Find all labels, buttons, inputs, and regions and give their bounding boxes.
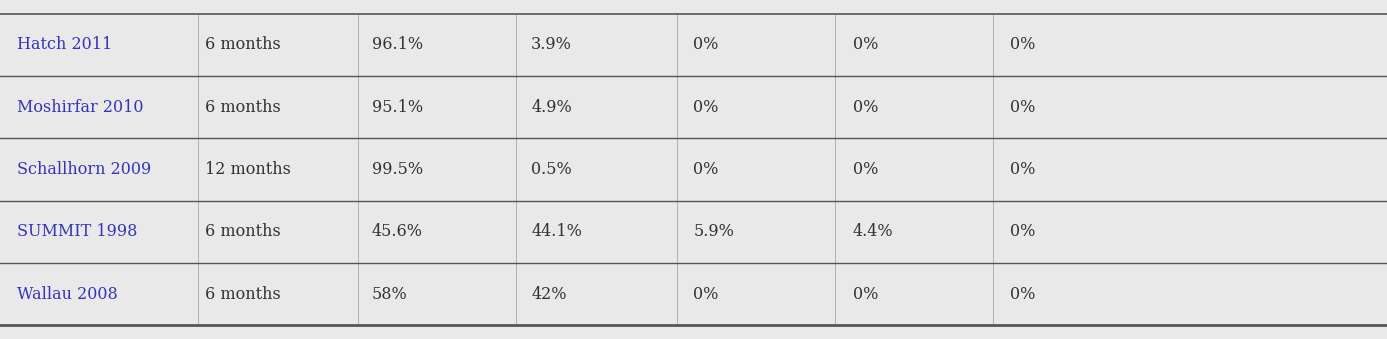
Text: 58%: 58% [372, 286, 408, 303]
Text: 12 months: 12 months [205, 161, 291, 178]
Text: 0%: 0% [853, 161, 878, 178]
Text: 45.6%: 45.6% [372, 223, 423, 240]
Bar [0, 14, 1387, 76]
Text: 0.5%: 0.5% [531, 161, 571, 178]
Text: Schallhorn 2009: Schallhorn 2009 [17, 161, 151, 178]
Text: Hatch 2011: Hatch 2011 [17, 36, 112, 53]
Text: 0%: 0% [694, 161, 718, 178]
Text: 99.5%: 99.5% [372, 161, 423, 178]
Text: 0%: 0% [1010, 223, 1035, 240]
Text: 0%: 0% [694, 286, 718, 303]
Text: 3.9%: 3.9% [531, 36, 571, 53]
Bar [0, 76, 1387, 138]
Text: 44.1%: 44.1% [531, 223, 583, 240]
Bar [0, 138, 1387, 201]
Text: 6 months: 6 months [205, 99, 282, 116]
Text: 0%: 0% [694, 36, 718, 53]
Text: 6 months: 6 months [205, 36, 282, 53]
Bar [0, 263, 1387, 325]
Text: 42%: 42% [531, 286, 567, 303]
Text: 95.1%: 95.1% [372, 99, 423, 116]
Text: Moshirfar 2010: Moshirfar 2010 [17, 99, 143, 116]
Text: 0%: 0% [1010, 286, 1035, 303]
Text: 5.9%: 5.9% [694, 223, 734, 240]
Bar [0, 201, 1387, 263]
Text: 96.1%: 96.1% [372, 36, 423, 53]
Text: 6 months: 6 months [205, 223, 282, 240]
Text: Wallau 2008: Wallau 2008 [17, 286, 118, 303]
Text: 6 months: 6 months [205, 286, 282, 303]
Text: 0%: 0% [1010, 36, 1035, 53]
Text: 0%: 0% [694, 99, 718, 116]
Text: 0%: 0% [853, 36, 878, 53]
Text: 4.9%: 4.9% [531, 99, 571, 116]
Text: 0%: 0% [1010, 161, 1035, 178]
Text: 4.4%: 4.4% [853, 223, 893, 240]
Text: 0%: 0% [853, 286, 878, 303]
Text: 0%: 0% [1010, 99, 1035, 116]
Text: 0%: 0% [853, 99, 878, 116]
Text: SUMMIT 1998: SUMMIT 1998 [17, 223, 137, 240]
